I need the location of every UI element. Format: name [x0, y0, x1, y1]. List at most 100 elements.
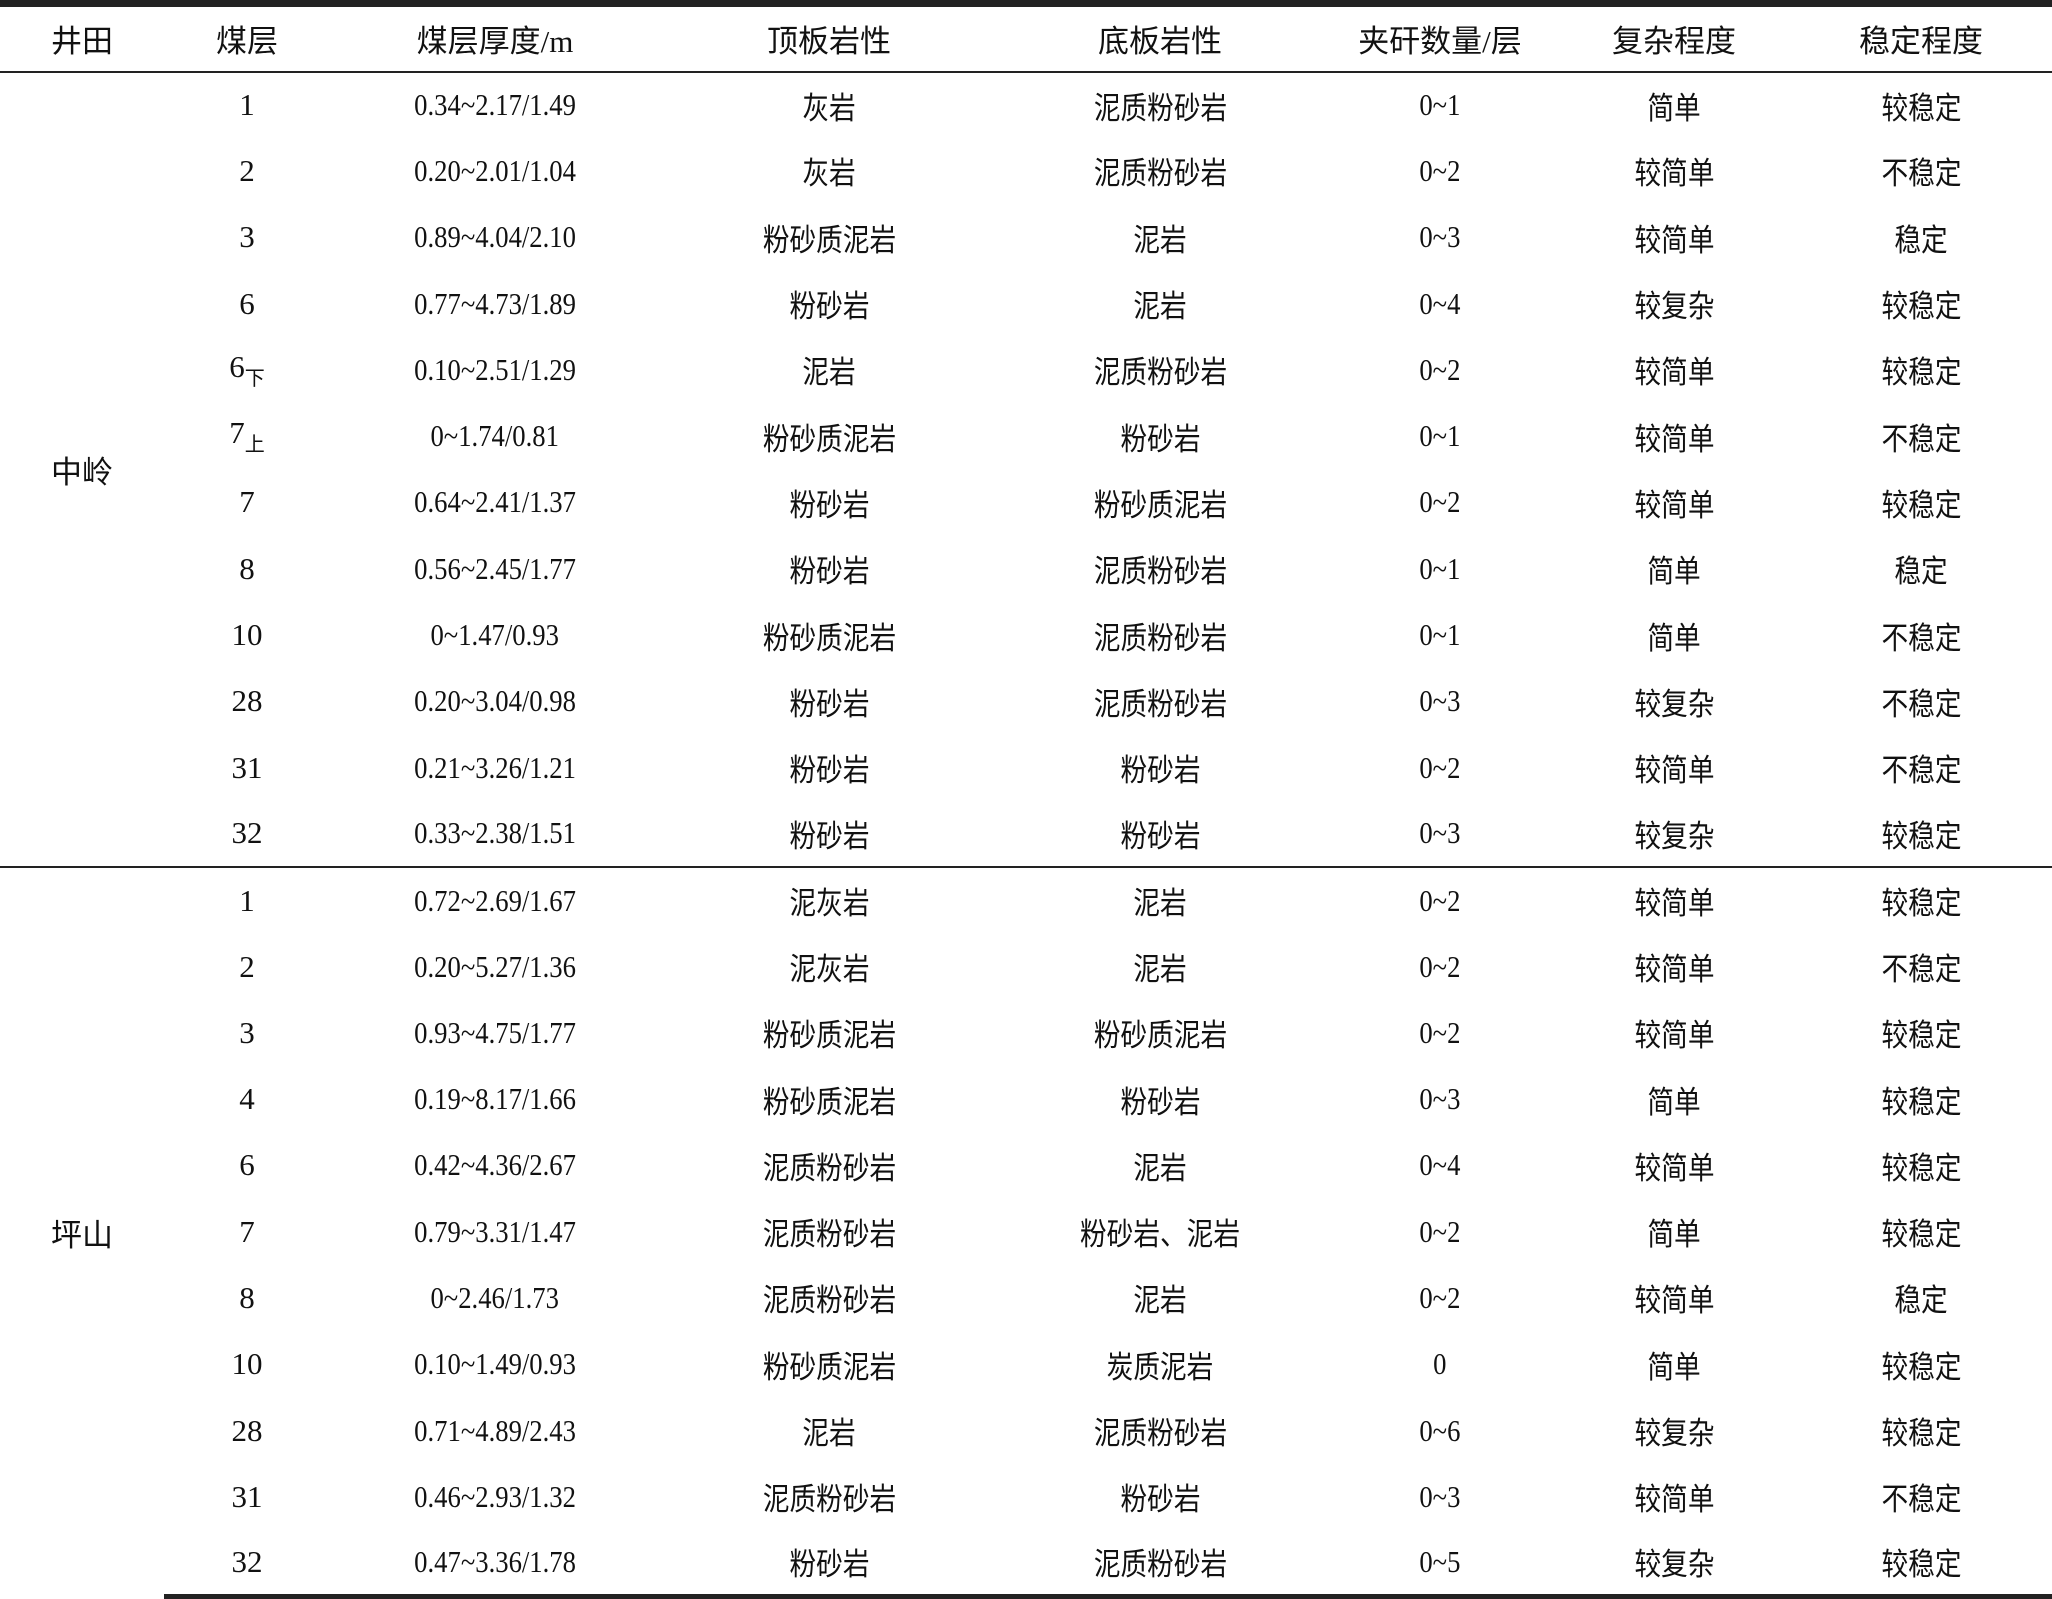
- gangue-cell: 0~2: [1322, 337, 1558, 403]
- thickness-cell: 0.93~4.75/1.77: [330, 1000, 660, 1066]
- table-row: 31 0.46~2.93/1.32 泥质粉砂岩 粉砂岩 0~3 较简单 不稳定: [0, 1464, 2052, 1530]
- gangue-value: 0~3: [1419, 683, 1461, 719]
- thickness-cell: 0.72~2.69/1.67: [330, 866, 660, 934]
- gangue-cell: 0~2: [1322, 1265, 1558, 1331]
- floor-cell: 泥质粉砂岩: [998, 138, 1322, 204]
- floor-value: 泥质粉砂岩: [1093, 156, 1227, 192]
- complexity-value: 简单: [1647, 1084, 1701, 1120]
- floor-value: 粉砂岩: [1120, 753, 1200, 789]
- seam-cell: 28: [164, 668, 330, 734]
- stability-value: 较稳定: [1881, 886, 1961, 922]
- roof-value: 灰岩: [802, 90, 856, 126]
- seam-cell: 31: [164, 1464, 330, 1530]
- thickness-value: 0~1.47/0.93: [430, 617, 560, 653]
- floor-cell: 泥岩: [998, 204, 1322, 270]
- floor-cell: 粉砂岩: [998, 801, 1322, 867]
- header-gangue: 夹矸数量/层: [1322, 0, 1558, 73]
- thickness-value: 0.21~3.26/1.21: [414, 749, 576, 785]
- floor-value: 炭质泥岩: [1106, 1349, 1214, 1385]
- complexity-value: 较复杂: [1634, 818, 1714, 854]
- stability-value: 较稳定: [1881, 1349, 1961, 1385]
- stability-value: 较稳定: [1881, 487, 1961, 523]
- seam-cell: 10: [164, 1331, 330, 1397]
- thickness-value: 0~1.74/0.81: [430, 418, 560, 454]
- stability-cell: 较稳定: [1790, 1199, 2052, 1265]
- gangue-value: 0~2: [1419, 351, 1461, 387]
- thickness-value: 0.10~1.49/0.93: [414, 1346, 576, 1382]
- seam-number: 6: [229, 348, 245, 384]
- gangue-cell: 0~6: [1322, 1397, 1558, 1463]
- seam-number: 7: [239, 484, 255, 520]
- roof-cell: 粉砂质泥岩: [660, 204, 998, 270]
- thickness-value: 0.34~2.17/1.49: [414, 87, 576, 123]
- table-row: 中岭 1 0.34~2.17/1.49 灰岩 泥质粉砂岩 0~1 简单 较稳定: [0, 72, 2052, 490]
- complexity-value: 较简单: [1634, 1482, 1714, 1518]
- floor-cell: 粉砂质泥岩: [998, 1000, 1322, 1066]
- gangue-value: 0~1: [1419, 617, 1461, 653]
- table-row: 8 0~2.46/1.73 泥质粉砂岩 泥岩 0~2 较简单 稳定: [0, 1265, 2052, 1331]
- seam-cell: 32: [164, 801, 330, 867]
- seam-cell: 4: [164, 1066, 330, 1132]
- gangue-value: 0~3: [1419, 815, 1461, 851]
- floor-value: 泥质粉砂岩: [1093, 686, 1227, 722]
- complexity-value: 简单: [1647, 90, 1701, 126]
- roof-cell: 粉砂岩: [660, 270, 998, 336]
- stability-cell: 较稳定: [1790, 469, 2052, 535]
- table-row: 28 0.71~4.89/2.43 泥岩 泥质粉砂岩 0~6 较复杂 较稳定: [0, 1397, 2052, 1463]
- gangue-value: 0~2: [1419, 1014, 1461, 1050]
- table-row: 坪山 1 0.72~2.69/1.67 泥灰岩 泥岩 0~2 较简单 较稳定: [0, 866, 2052, 1597]
- seam-number: 4: [239, 1081, 255, 1117]
- thickness-value: 0.33~2.38/1.51: [414, 815, 576, 851]
- floor-cell: 泥岩: [998, 933, 1322, 999]
- floor-value: 泥质粉砂岩: [1093, 620, 1227, 656]
- thickness-cell: 0.20~3.04/0.98: [330, 668, 660, 734]
- table-row: 10 0.10~1.49/0.93 粉砂质泥岩 炭质泥岩 0 简单 较稳定: [0, 1331, 2052, 1397]
- header-field: 井田: [0, 0, 164, 73]
- seam-number: 8: [239, 1279, 255, 1315]
- seam-cell: 31: [164, 734, 330, 800]
- stability-cell: 不稳定: [1790, 734, 2052, 800]
- thickness-cell: 0.77~4.73/1.89: [330, 270, 660, 336]
- stability-cell: 不稳定: [1790, 933, 2052, 999]
- complexity-cell: 较简单: [1558, 1464, 1790, 1530]
- thickness-cell: 0.10~1.49/0.93: [330, 1331, 660, 1397]
- roof-cell: 粉砂岩: [660, 668, 998, 734]
- gangue-cell: 0~3: [1322, 668, 1558, 734]
- complexity-value: 较简单: [1634, 886, 1714, 922]
- complexity-value: 简单: [1647, 554, 1701, 590]
- gangue-cell: 0~1: [1322, 403, 1558, 469]
- complexity-value: 较简单: [1634, 156, 1714, 192]
- thickness-cell: 0.21~3.26/1.21: [330, 734, 660, 800]
- gangue-value: 0~1: [1419, 87, 1461, 123]
- seam-number: 6: [239, 1147, 255, 1183]
- thickness-cell: 0.42~4.36/2.67: [330, 1132, 660, 1198]
- header-thickness: 煤层厚度/m: [330, 0, 660, 73]
- stability-value: 不稳定: [1881, 620, 1961, 656]
- gangue-value: 0~4: [1419, 285, 1461, 321]
- floor-value: 泥质粉砂岩: [1093, 355, 1227, 391]
- roof-value: 粉砂岩: [789, 554, 869, 590]
- seam-number: 32: [231, 1543, 263, 1579]
- thickness-cell: 0.46~2.93/1.32: [330, 1464, 660, 1530]
- thickness-cell: 0.10~2.51/1.29: [330, 337, 660, 403]
- seam-number: 6: [239, 285, 255, 321]
- seam-number: 1: [239, 882, 255, 918]
- roof-value: 粉砂岩: [789, 289, 869, 325]
- stability-value: 不稳定: [1881, 753, 1961, 789]
- seam-number: 28: [231, 1412, 263, 1448]
- gangue-cell: 0~2: [1322, 866, 1558, 934]
- floor-cell: 泥质粉砂岩: [998, 337, 1322, 403]
- gangue-cell: 0~3: [1322, 1066, 1558, 1132]
- floor-value: 粉砂岩: [1120, 1084, 1200, 1120]
- complexity-cell: 简单: [1558, 1199, 1790, 1265]
- roof-value: 粉砂质泥岩: [762, 620, 896, 656]
- complexity-value: 较简单: [1634, 421, 1714, 457]
- table-row: 3 0.89~4.04/2.10 粉砂质泥岩 泥岩 0~3 较简单 稳定: [0, 204, 2052, 270]
- complexity-value: 较简单: [1634, 222, 1714, 258]
- stability-value: 较稳定: [1881, 1217, 1961, 1253]
- gangue-cell: 0~3: [1322, 1464, 1558, 1530]
- roof-cell: 粉砂岩: [660, 734, 998, 800]
- complexity-cell: 简单: [1558, 536, 1790, 602]
- complexity-value: 较简单: [1634, 952, 1714, 987]
- stability-value: 不稳定: [1881, 686, 1961, 722]
